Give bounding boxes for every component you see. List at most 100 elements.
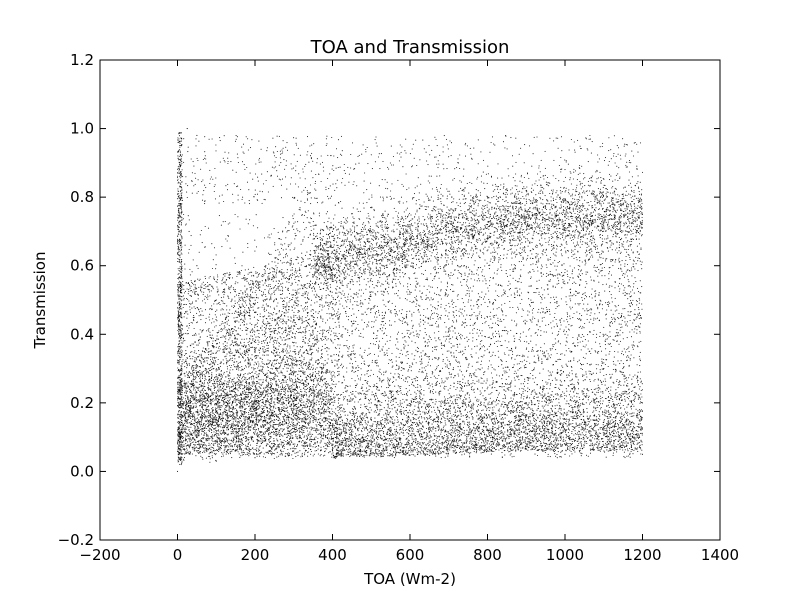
scatter-point [293, 304, 295, 306]
scatter-point [241, 146, 243, 148]
scatter-point [207, 455, 209, 457]
scatter-point [403, 379, 405, 381]
scatter-point [533, 206, 535, 208]
scatter-point [586, 388, 588, 390]
scatter-point [286, 231, 288, 233]
scatter-point [350, 229, 352, 231]
scatter-point [395, 338, 398, 340]
scatter-point [328, 270, 330, 272]
scatter-point [556, 190, 558, 192]
scatter-point [405, 409, 407, 412]
scatter-point [521, 404, 523, 406]
scatter-point [299, 327, 301, 329]
scatter-point [189, 303, 191, 305]
scatter-point [447, 315, 449, 317]
scatter-point [344, 258, 346, 261]
scatter-point [339, 313, 341, 315]
scatter-point [412, 143, 414, 145]
scatter-point [454, 400, 456, 402]
scatter-point [445, 326, 447, 328]
scatter-point [328, 442, 330, 444]
scatter-point [402, 432, 404, 434]
scatter-point [342, 365, 344, 367]
scatter-point [447, 294, 449, 296]
scatter-point [446, 286, 448, 288]
scatter-point [419, 325, 421, 327]
scatter-point [346, 301, 348, 303]
scatter-point [224, 448, 226, 450]
scatter-point [469, 423, 471, 425]
scatter-point [368, 440, 370, 442]
scatter-point [546, 424, 548, 426]
scatter-point [504, 404, 506, 406]
scatter-point [418, 199, 420, 201]
scatter-point [281, 149, 283, 151]
scatter-point [570, 416, 572, 418]
scatter-point [395, 221, 397, 223]
scatter-point [208, 330, 210, 332]
scatter-point [222, 396, 224, 398]
scatter-point [591, 207, 593, 209]
scatter-point [213, 279, 216, 281]
scatter-point [219, 137, 221, 139]
scatter-point [551, 208, 554, 210]
scatter-point [587, 417, 589, 420]
scatter-point [630, 267, 633, 269]
scatter-point [228, 443, 230, 445]
scatter-point [437, 324, 440, 326]
scatter-point [207, 298, 209, 300]
scatter-point [403, 434, 405, 436]
scatter-point [268, 428, 270, 430]
scatter-point [374, 446, 376, 448]
scatter-point [569, 237, 571, 239]
scatter-point [559, 328, 561, 330]
scatter-point [309, 445, 311, 447]
scatter-point [199, 403, 202, 405]
scatter-point [508, 438, 510, 440]
scatter-point [375, 258, 377, 260]
scatter-point [340, 440, 342, 442]
scatter-point [470, 383, 472, 385]
scatter-point [593, 264, 595, 267]
scatter-point [507, 449, 509, 451]
scatter-point [377, 437, 380, 439]
scatter-point [271, 420, 273, 422]
scatter-point [518, 424, 521, 426]
scatter-point [536, 218, 538, 220]
scatter-point [344, 264, 347, 266]
scatter-point [516, 253, 518, 255]
scatter-point [346, 367, 348, 369]
scatter-point [277, 446, 279, 448]
scatter-point [614, 321, 616, 323]
scatter-point [632, 344, 635, 346]
scatter-point [573, 267, 575, 269]
scatter-point [209, 458, 211, 460]
scatter-point [494, 420, 496, 422]
scatter-point [257, 361, 259, 363]
scatter-point [461, 335, 463, 337]
scatter-point [179, 351, 181, 353]
scatter-point [601, 275, 603, 277]
scatter-point [187, 185, 189, 187]
scatter-point [302, 258, 304, 260]
scatter-point [281, 454, 283, 456]
scatter-point [588, 190, 591, 192]
scatter-point [456, 236, 458, 238]
scatter-point [547, 274, 549, 276]
scatter-point [445, 270, 447, 272]
scatter-point [230, 381, 232, 383]
scatter-point [275, 146, 277, 148]
scatter-point [286, 269, 288, 271]
scatter-point [613, 446, 615, 448]
scatter-point [432, 200, 434, 202]
scatter-point [312, 313, 315, 315]
scatter-point [431, 449, 433, 451]
scatter-point [182, 359, 184, 361]
scatter-point [275, 433, 277, 435]
scatter-point [505, 192, 507, 194]
scatter-point [546, 176, 549, 179]
scatter-point [624, 442, 626, 444]
scatter-point [502, 367, 504, 369]
scatter-point [456, 446, 458, 448]
scatter-point [411, 453, 413, 456]
